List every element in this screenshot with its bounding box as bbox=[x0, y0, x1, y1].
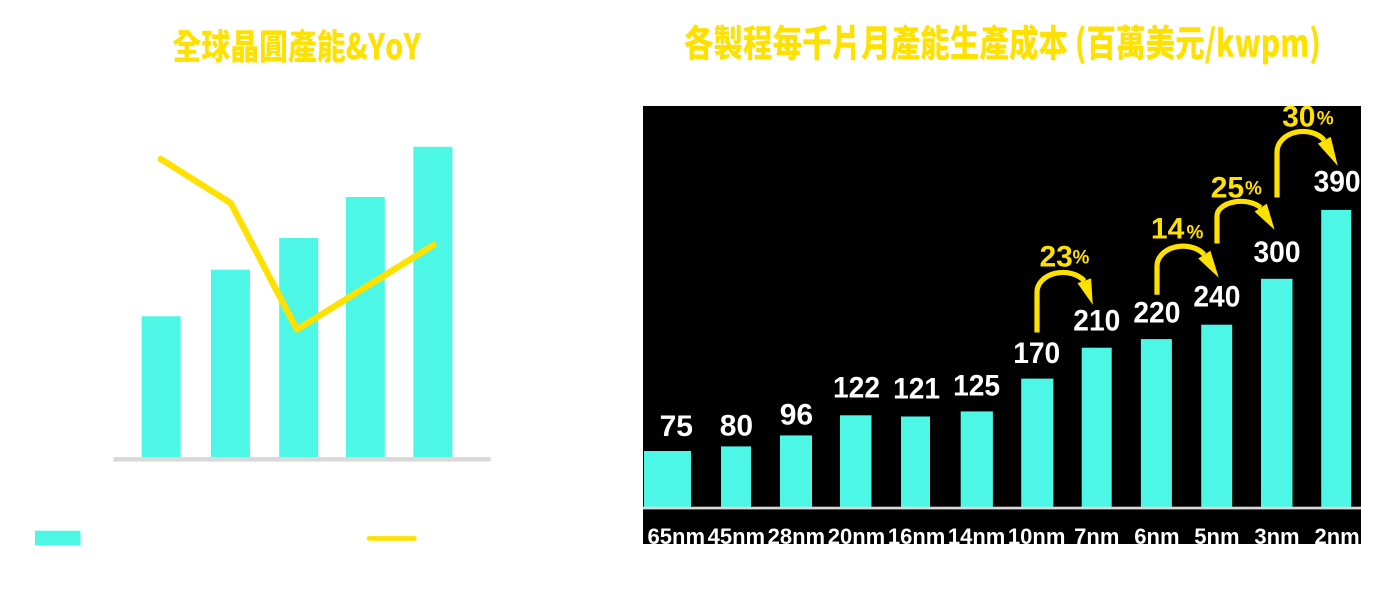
svg-text:240: 240 bbox=[1193, 281, 1240, 314]
svg-text:%: % bbox=[1245, 179, 1262, 200]
svg-text:%: % bbox=[1187, 223, 1204, 244]
svg-text:30: 30 bbox=[1282, 101, 1315, 134]
svg-text:96: 96 bbox=[780, 398, 813, 431]
svg-text:14: 14 bbox=[1151, 213, 1185, 246]
svg-text:28nm: 28nm bbox=[768, 524, 826, 549]
svg-text:390: 390 bbox=[1314, 166, 1361, 199]
svg-text:3nm: 3nm bbox=[1254, 524, 1299, 549]
svg-text:210: 210 bbox=[1073, 305, 1120, 338]
svg-text:2nm: 2nm bbox=[1314, 524, 1359, 549]
svg-text:122: 122 bbox=[833, 372, 880, 405]
svg-text:6nm: 6nm bbox=[1134, 524, 1179, 549]
svg-text:7nm: 7nm bbox=[1074, 524, 1119, 549]
svg-text:23: 23 bbox=[1040, 240, 1073, 273]
svg-text:10nm: 10nm bbox=[1008, 524, 1066, 549]
svg-text:%: % bbox=[1073, 248, 1090, 269]
svg-text:75: 75 bbox=[660, 410, 693, 443]
svg-text:300: 300 bbox=[1254, 236, 1301, 269]
svg-text:20nm: 20nm bbox=[828, 524, 886, 549]
svg-text:170: 170 bbox=[1013, 337, 1060, 370]
svg-text:%: % bbox=[1317, 109, 1334, 130]
svg-text:45nm: 45nm bbox=[708, 524, 766, 549]
svg-text:220: 220 bbox=[1133, 296, 1180, 329]
svg-text:14nm: 14nm bbox=[948, 524, 1006, 549]
svg-text:16nm: 16nm bbox=[888, 524, 946, 549]
svg-text:121: 121 bbox=[893, 372, 940, 405]
svg-text:5nm: 5nm bbox=[1194, 524, 1239, 549]
svg-text:65nm: 65nm bbox=[648, 524, 706, 549]
svg-text:125: 125 bbox=[953, 370, 1000, 403]
svg-text:80: 80 bbox=[720, 409, 753, 442]
